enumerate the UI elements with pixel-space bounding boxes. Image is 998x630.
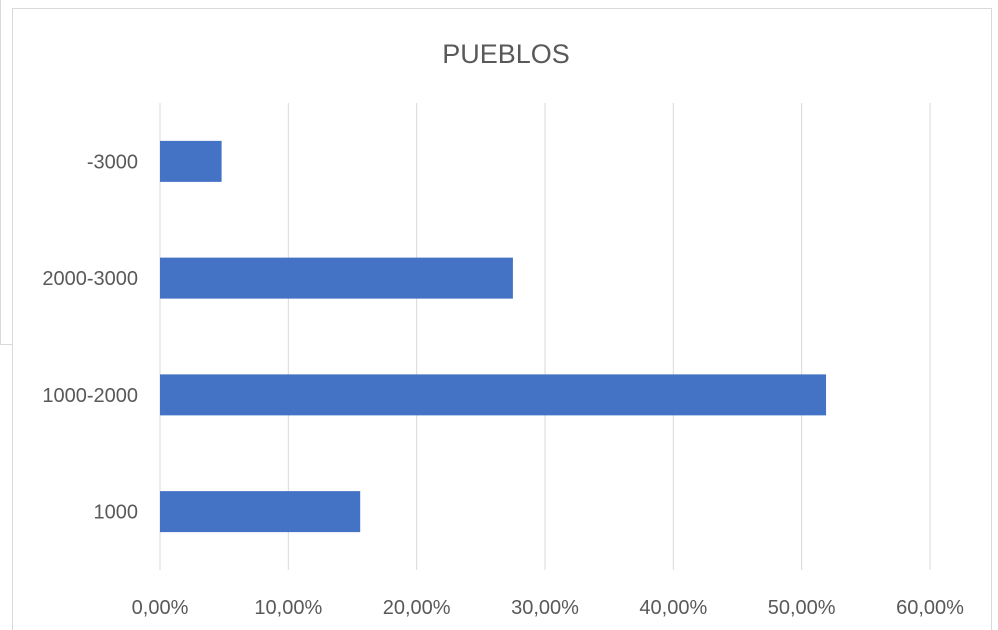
x-tick-label: 40,00% xyxy=(639,597,707,619)
y-tick-label: -3000 xyxy=(87,151,138,173)
y-tick-label: 1000 xyxy=(94,502,139,524)
x-tick-label: 60,00% xyxy=(896,597,964,619)
background-frame-edge xyxy=(0,0,1,345)
chart-title: PUEBLOS xyxy=(442,39,570,69)
y-tick-label: 2000-3000 xyxy=(42,268,138,290)
x-tick-label: 10,00% xyxy=(254,597,322,619)
bar xyxy=(160,491,361,533)
x-tick-label: 50,00% xyxy=(768,597,836,619)
background-frame-edge xyxy=(0,344,12,345)
bar xyxy=(160,257,513,299)
bar xyxy=(160,140,222,182)
x-tick-label: 0,00% xyxy=(132,597,189,619)
x-tick-label: 20,00% xyxy=(383,597,451,619)
x-tick-label: 30,00% xyxy=(511,597,579,619)
y-tick-label: 1000-2000 xyxy=(42,385,138,407)
bar xyxy=(160,374,827,416)
